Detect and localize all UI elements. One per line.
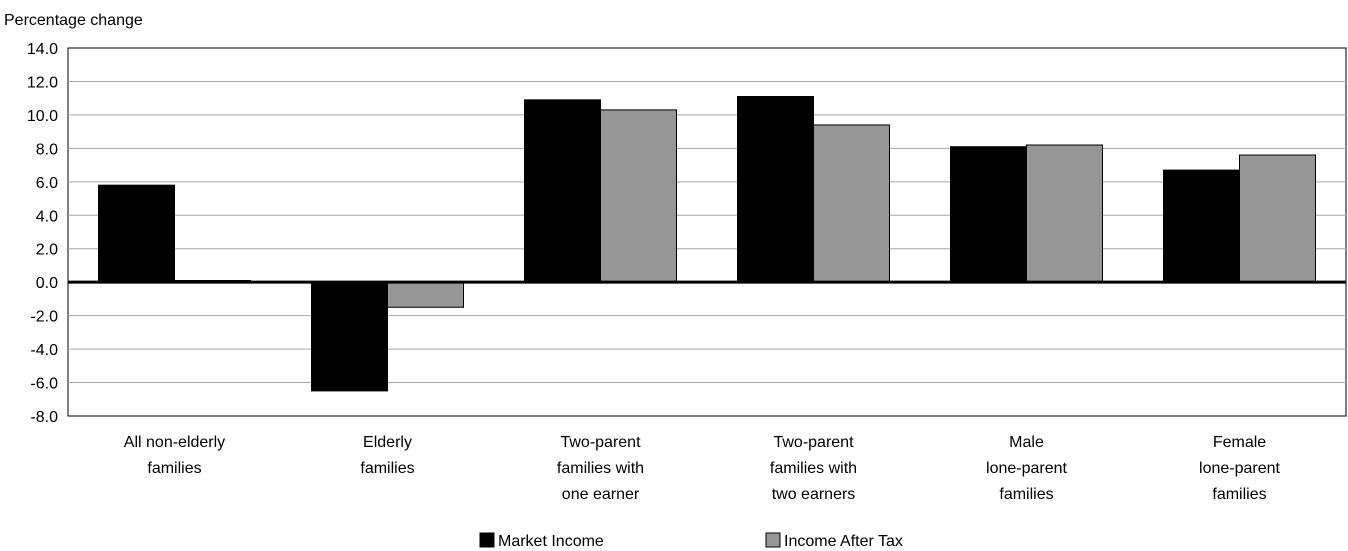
x-category-label: Elderly [363, 434, 412, 451]
x-category-label: Female [1213, 434, 1266, 451]
y-tick-label: -6.0 [30, 376, 58, 393]
y-tick-label: 12.0 [27, 74, 58, 91]
bar-market-income [950, 146, 1027, 283]
x-category-label: lone-parent [1199, 460, 1281, 477]
x-category-label: All non-elderly [124, 434, 225, 451]
x-category-label: two earners [772, 486, 856, 503]
x-category-label: families [360, 460, 414, 477]
bar-income-after-tax [387, 281, 464, 308]
y-tick-label: 6.0 [36, 175, 58, 192]
y-tick-label: 2.0 [36, 242, 58, 259]
legend-label: Market Income [498, 533, 604, 550]
x-category-label: families [1212, 486, 1266, 503]
legend-swatch [479, 532, 495, 548]
y-tick-label: -2.0 [30, 309, 58, 326]
legend-label: Income After Tax [784, 533, 903, 550]
plot-area [67, 47, 1347, 417]
x-category-label: one earner [562, 486, 640, 503]
bar-market-income [311, 281, 388, 392]
bar-income-after-tax [1026, 144, 1103, 283]
x-category-label: Two-parent [773, 434, 854, 451]
x-category-label: families with [770, 460, 857, 477]
x-category-label: families with [557, 460, 644, 477]
legend-swatch [765, 532, 781, 548]
y-axis-ticks: 14.0 12.0 10.0 8.0 6.0 4.0 2.0 0.0 -2.0 -4.0 -6.0 -… [27, 41, 58, 426]
x-category-label: Two-parent [560, 434, 641, 451]
y-tick-label: -8.0 [30, 409, 58, 426]
y-tick-label: 4.0 [36, 208, 58, 225]
legend: Market Income Income After Tax [479, 532, 903, 550]
x-category-label: lone-parent [986, 460, 1068, 477]
bar-market-income [1163, 169, 1240, 283]
bar-market-income [98, 184, 175, 283]
bar-market-income [737, 96, 814, 283]
y-tick-label: 14.0 [27, 41, 58, 58]
bar-income-after-tax [600, 109, 677, 283]
bar-income-after-tax [813, 124, 890, 283]
bar-market-income [524, 99, 601, 283]
y-tick-label: 10.0 [27, 108, 58, 125]
x-category-label: Male [1009, 434, 1044, 451]
y-axis-title: Percentage change [4, 12, 143, 29]
x-category-label: families [147, 460, 201, 477]
y-tick-label: 8.0 [36, 141, 58, 158]
y-tick-label: 0.0 [36, 275, 58, 292]
bar-income-after-tax [1239, 154, 1316, 283]
y-tick-label: -4.0 [30, 342, 58, 359]
x-axis-categories: All non-elderly families Elderly families Tw… [124, 434, 1281, 503]
x-category-label: families [999, 486, 1053, 503]
